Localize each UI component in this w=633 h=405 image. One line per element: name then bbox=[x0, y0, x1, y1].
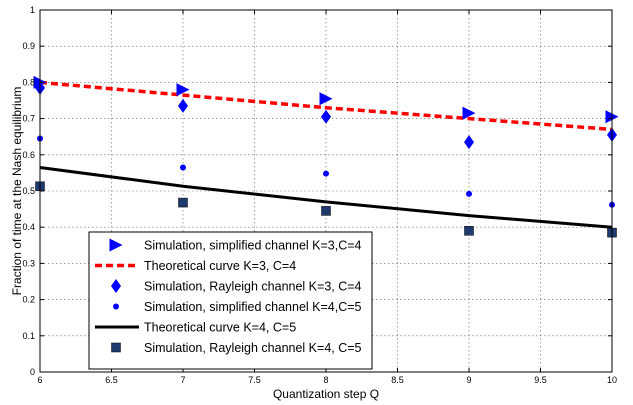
legend-swatch-5 bbox=[111, 342, 121, 353]
y-tick-label: 0.6 bbox=[22, 150, 35, 160]
series-3-point bbox=[180, 164, 186, 171]
y-tick-label: 0.3 bbox=[22, 258, 35, 268]
series-3-point bbox=[323, 170, 329, 177]
x-tick-label: 6 bbox=[37, 375, 42, 385]
series-0-point bbox=[319, 92, 333, 106]
series-5-point bbox=[178, 197, 188, 208]
x-tick-label: 9.5 bbox=[534, 375, 547, 385]
y-tick-label: 0.9 bbox=[22, 41, 35, 51]
series-5-point bbox=[321, 206, 331, 216]
plot-series bbox=[33, 75, 619, 238]
series-5-point bbox=[464, 226, 474, 236]
axis-ticks: 6 6.5 7 7.5 8 8.5 9 9.5 10 0 0.1 0.2 0.3 0.4 0.5 0.6 0.7… bbox=[22, 5, 617, 385]
y-tick-label: 0.7 bbox=[22, 114, 35, 124]
x-tick-label: 7.5 bbox=[248, 375, 261, 385]
series-0-point bbox=[176, 83, 190, 97]
y-tick-label: 0.1 bbox=[22, 331, 35, 341]
y-tick-label: 1 bbox=[30, 5, 35, 15]
x-axis-label: Quantization step Q bbox=[273, 387, 379, 401]
x-tick-label: 7 bbox=[180, 375, 185, 385]
series-line-4 bbox=[39, 165, 613, 229]
y-tick-label: 0.8 bbox=[22, 77, 35, 87]
legend-label-5: Simulation, Rayleigh channel K=4, C=5 bbox=[144, 341, 362, 355]
y-tick-label: 0 bbox=[30, 367, 35, 377]
x-tick-label: 9 bbox=[466, 375, 471, 385]
legend-swatch-3 bbox=[113, 303, 119, 310]
series-0-point bbox=[462, 106, 476, 120]
legend-label-3: Simulation, simplified channel K=4,C=5 bbox=[144, 300, 362, 314]
x-tick-label: 6.5 bbox=[105, 375, 118, 385]
legend-label-4: Theoretical curve K=4, C=5 bbox=[144, 321, 296, 335]
x-tick-label: 8 bbox=[323, 375, 328, 385]
y-tick-label: 0.5 bbox=[22, 186, 35, 196]
legend: Simulation, simplified channel K=3,C=4 Th… bbox=[88, 231, 373, 370]
series-2-point bbox=[178, 98, 188, 113]
legend-label-0: Simulation, simplified channel K=3,C=4 bbox=[144, 239, 362, 253]
series-2-point bbox=[464, 135, 474, 150]
series-2-point bbox=[321, 109, 331, 124]
legend-box bbox=[88, 231, 373, 370]
series-3-point bbox=[466, 190, 472, 197]
y-tick-label: 0.2 bbox=[22, 295, 35, 305]
x-tick-label: 10 bbox=[607, 375, 617, 385]
legend-swatch-0 bbox=[109, 238, 123, 252]
legend-label-2: Simulation, Rayleigh channel K=3, C=4 bbox=[144, 280, 362, 294]
series-line-1 bbox=[39, 80, 613, 132]
x-tick-label: 8.5 bbox=[391, 375, 404, 385]
legend-label-1: Theoretical curve K=3, C=4 bbox=[144, 259, 296, 273]
legend-swatch-2 bbox=[111, 279, 121, 293]
y-tick-label: 0.4 bbox=[22, 222, 35, 232]
y-axis-label: Fraction of time at the Nash equilibrium bbox=[10, 87, 24, 296]
